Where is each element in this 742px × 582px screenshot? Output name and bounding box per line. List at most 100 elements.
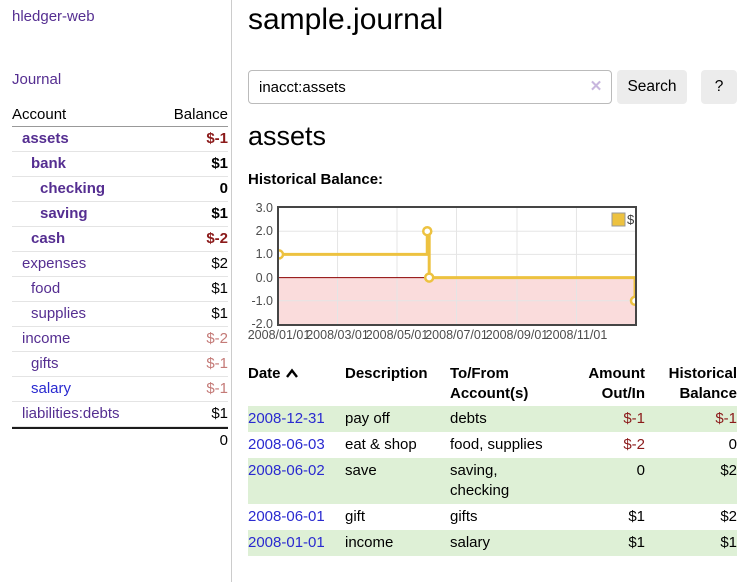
y-tick-label: -2.0 — [251, 317, 273, 331]
account-balance: $-2 — [206, 230, 228, 247]
column-header-amount[interactable]: Amount Out/In — [588, 365, 645, 402]
search-input[interactable] — [248, 70, 612, 104]
register-date-link[interactable]: 2008-06-03 — [248, 436, 325, 453]
app-brand-link[interactable]: hledger-web — [12, 8, 95, 25]
account-balance: $-1 — [206, 355, 228, 372]
accounts-table: Account Balance assets $-1 bank $1 check… — [12, 103, 228, 453]
account-row: saving $1 — [12, 202, 228, 227]
register-table-body: 2008-12-31 pay off debts $-1 $-1 2008-06… — [248, 406, 737, 556]
register-accounts: food, supplies — [450, 436, 543, 453]
legend-swatch — [611, 212, 626, 227]
column-header-accounts[interactable]: To/From Account(s) — [450, 365, 529, 402]
y-tick-label: 2.0 — [255, 224, 273, 239]
plot-border — [277, 206, 637, 326]
sidebar-item-journal[interactable]: Journal — [12, 71, 62, 88]
register-balance: $2 — [720, 462, 737, 479]
account-row: assets $-1 — [12, 127, 228, 152]
historical-balance-chart-area: 3.0 2.0 1.0 0.0 -1.0 -2.0 $ 2008/01/01 2008/03… — [245, 199, 739, 347]
y-tick-label: 3.0 — [255, 201, 273, 215]
x-tick-label: 2008/05/01 — [365, 328, 429, 342]
table-row: 2008-06-02 save saving, checking 0 $2 — [248, 458, 737, 504]
chart-title: Historical Balance: — [248, 171, 384, 188]
register-date-link[interactable]: 2008-06-01 — [248, 508, 325, 525]
register-accounts: gifts — [450, 508, 478, 525]
account-row: bank $1 — [12, 152, 228, 177]
account-balance: 0 — [219, 180, 228, 197]
account-row: cash $-2 — [12, 227, 228, 252]
account-link[interactable]: bank — [31, 155, 67, 172]
sidebar: hledger-web Journal Account Balance asse… — [0, 0, 232, 582]
accounts-total-row: 0 — [12, 427, 228, 453]
account-link[interactable]: assets — [22, 130, 69, 147]
account-link[interactable]: liabilities:debts — [22, 405, 120, 422]
x-tick-label: 2008/11/01 — [545, 328, 608, 342]
account-link[interactable]: income — [22, 330, 71, 347]
account-link[interactable]: food — [31, 280, 61, 297]
register-amount: $1 — [628, 534, 645, 551]
register-description: eat & shop — [345, 436, 417, 453]
column-header-date[interactable]: Date — [248, 362, 345, 406]
clear-search-icon[interactable]: ✕ — [589, 78, 603, 95]
y-tick-label: -1.0 — [251, 293, 273, 308]
x-tick-label: 2008/07/01 — [425, 328, 488, 342]
register-balance: $2 — [720, 508, 737, 525]
page-title: sample.journal — [248, 3, 444, 36]
register-description: save — [345, 462, 377, 479]
account-balance: $1 — [211, 280, 228, 297]
table-row: 2008-06-01 gift gifts $1 $2 — [248, 504, 737, 530]
accounts-table-body: assets $-1 bank $1 checking 0 saving $1 … — [12, 127, 228, 427]
legend-label: $ — [627, 212, 635, 227]
column-header-balance[interactable]: Historical Balance — [668, 365, 737, 402]
register-description: pay off — [345, 410, 390, 427]
account-link[interactable]: expenses — [22, 255, 87, 272]
account-link[interactable]: checking — [40, 180, 106, 197]
account-balance: $-1 — [206, 380, 228, 397]
table-row: 2008-12-31 pay off debts $-1 $-1 — [248, 406, 737, 432]
account-row: income $-2 — [12, 327, 228, 352]
register-table: Date Description To/From Account(s) Amou… — [248, 362, 737, 556]
sort-asc-icon — [285, 365, 299, 385]
register-header-row: Date Description To/From Account(s) Amou… — [248, 362, 737, 406]
account-link[interactable]: gifts — [31, 355, 59, 372]
search-bar: ✕ Search ? — [248, 70, 737, 104]
register-amount: $-1 — [623, 410, 645, 427]
help-button[interactable]: ? — [701, 70, 737, 104]
account-row: checking 0 — [12, 177, 228, 202]
balance-column-header: Balance — [173, 106, 228, 123]
historical-balance-chart: $ — [277, 206, 637, 326]
account-balance: $1 — [211, 405, 228, 422]
accounts-total-value: 0 — [219, 432, 228, 449]
register-date-link[interactable]: 2008-12-31 — [248, 410, 325, 427]
account-link[interactable]: saving — [40, 205, 88, 222]
account-balance: $1 — [211, 155, 228, 172]
account-link[interactable]: salary — [31, 380, 72, 397]
account-row: food $1 — [12, 277, 228, 302]
account-page-title: assets — [248, 121, 327, 151]
register-amount: $1 — [628, 508, 645, 525]
register-date-link[interactable]: 2008-06-02 — [248, 462, 325, 479]
register-date-link[interactable]: 2008-01-01 — [248, 534, 325, 551]
account-balance: $1 — [211, 305, 228, 322]
account-row: gifts $-1 — [12, 352, 228, 377]
register-balance: 0 — [728, 436, 737, 453]
accounts-table-header: Account Balance — [12, 103, 228, 127]
account-link[interactable]: cash — [31, 230, 66, 247]
account-balance: $-1 — [206, 130, 228, 147]
date-header-label: Date — [248, 365, 281, 382]
account-row: supplies $1 — [12, 302, 228, 327]
register-balance: $1 — [720, 534, 737, 551]
column-header-description[interactable]: Description — [345, 365, 428, 382]
register-amount: $-2 — [623, 436, 645, 453]
y-tick-label: 0.0 — [255, 270, 273, 285]
account-row: salary $-1 — [12, 377, 228, 402]
account-row: liabilities:debts $1 — [12, 402, 228, 427]
x-tick-label: 2008/09/01 — [485, 328, 549, 342]
register-description: gift — [345, 508, 366, 525]
table-row: 2008-06-03 eat & shop food, supplies $-2… — [248, 432, 737, 458]
account-link[interactable]: supplies — [31, 305, 87, 322]
register-amount: 0 — [636, 462, 645, 479]
account-balance: $-2 — [206, 330, 228, 347]
search-button[interactable]: Search — [617, 70, 687, 104]
account-row: expenses $2 — [12, 252, 228, 277]
register-accounts: saving, checking — [450, 462, 510, 499]
